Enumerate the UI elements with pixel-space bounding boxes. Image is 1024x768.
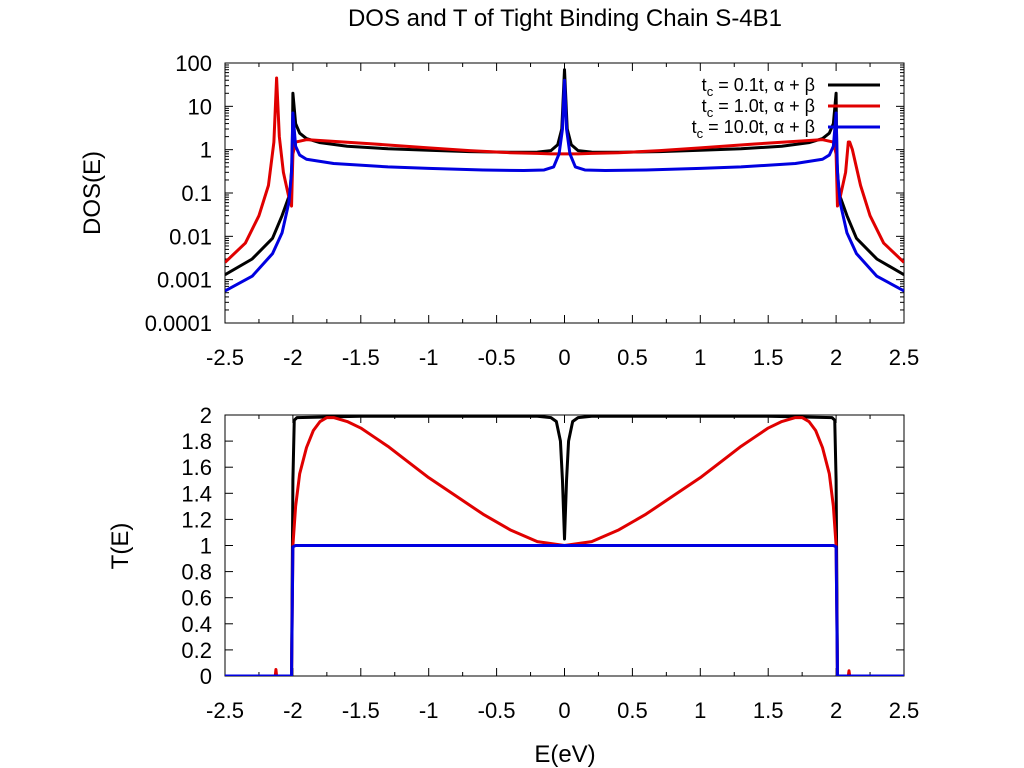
transmission-y-tick-label: 0.6 [181,586,212,611]
legend-label-rest: = 10.0t, α + β [703,117,815,137]
dos-x-tick-label: 1 [694,345,706,370]
transmission-x-tick-label: 0 [558,698,570,723]
legend-label-sub: c [707,105,714,120]
legend-label-rest: = 0.1t, α + β [713,75,815,95]
transmission-x-tick-label: -2.5 [206,698,244,723]
dos-y-tick-label: 0.1 [181,181,212,206]
dos-series-line-1 [225,76,904,264]
dos-x-tick-label: -0.5 [478,345,516,370]
transmission-y-tick-label: 1.8 [181,429,212,454]
dos-x-tick-label: -2 [283,345,303,370]
legend: tc = 0.1t, α + βtc = 1.0t, α + βtc = 10.… [692,75,880,141]
legend-label-sub: c [707,84,714,99]
transmission-y-tick-label: 0.4 [181,612,212,637]
transmission-y-tick-label: 0.8 [181,560,212,585]
legend-label-base: t [702,75,707,95]
x-axis-title: E(eV) [534,741,595,768]
legend-label-2: tc = 10.0t, α + β [692,117,815,141]
transmission-y-tick-label: 0.2 [181,638,212,663]
transmission-series-line-0 [225,415,904,676]
transmission-x-tick-label: -1.5 [342,698,380,723]
dos-x-tick-label: 0 [558,345,570,370]
dos-series-line-0 [225,68,904,277]
dos-y-tick-label: 100 [175,51,212,76]
legend-label-1: tc = 1.0t, α + β [702,96,815,120]
legend-label-rest: = 1.0t, α + β [713,96,815,116]
transmission-x-tick-label: 1.5 [753,698,784,723]
dos-y-tick-label: 1 [200,138,212,163]
dos-x-tick-label: -2.5 [206,345,244,370]
transmission-ylabel: T(E) [107,523,134,570]
dos-x-tick-label: -1.5 [342,345,380,370]
legend-label-base: t [702,96,707,116]
dos-y-tick-label: 0.01 [169,224,212,249]
transmission-y-tick-label: 1.4 [181,481,212,506]
dos-series-line-2 [225,78,904,293]
transmission-x-tick-label: 1 [694,698,706,723]
transmission-y-tick-label: 1.2 [181,507,212,532]
dos-x-tick-label: 2.5 [889,345,920,370]
dos-y-tick-label: 0.0001 [145,311,212,336]
legend-label-0: tc = 0.1t, α + β [702,75,815,99]
dos-ylabel: DOS(E) [79,151,106,235]
dos-x-tick-label: 1.5 [753,345,784,370]
transmission-y-tick-label: 1.6 [181,455,212,480]
transmission-y-tick-label: 0 [200,664,212,689]
dos-panel: -2.5 -2 -1.5 -1 -0.5 0 0.5 1 1.5 2 2.5 0.0001 0.001 0… [145,51,920,370]
dos-x-tick-label: 0.5 [617,345,648,370]
transmission-x-tick-label: -1 [419,698,439,723]
dos-y-tick-label: 0.001 [157,268,212,293]
dos-x-tick-label: -1 [419,345,439,370]
transmission-x-tick-label: 2 [830,698,842,723]
transmission-x-tick-label: 2.5 [889,698,920,723]
transmission-x-tick-label: -0.5 [478,698,516,723]
dos-y-tick-label: 10 [188,94,212,119]
legend-label-base: t [692,117,697,137]
transmission-x-tick-label: -2 [283,698,303,723]
transmission-x-tick-label: 0.5 [617,698,648,723]
dos-x-tick-label: 2 [830,345,842,370]
transmission-series-line-2 [225,544,904,676]
transmission-y-tick-label: 1 [200,534,212,559]
transmission-y-tick-label: 2 [200,403,212,428]
transmission-panel: -2.5 -2 -1.5 -1 -0.5 0 0.5 1 1.5 2 2.500.20.40.60.… [181,403,919,723]
figure-title: DOS and T of Tight Binding Chain S-4B1 [348,5,782,32]
legend-label-sub: c [697,126,704,141]
